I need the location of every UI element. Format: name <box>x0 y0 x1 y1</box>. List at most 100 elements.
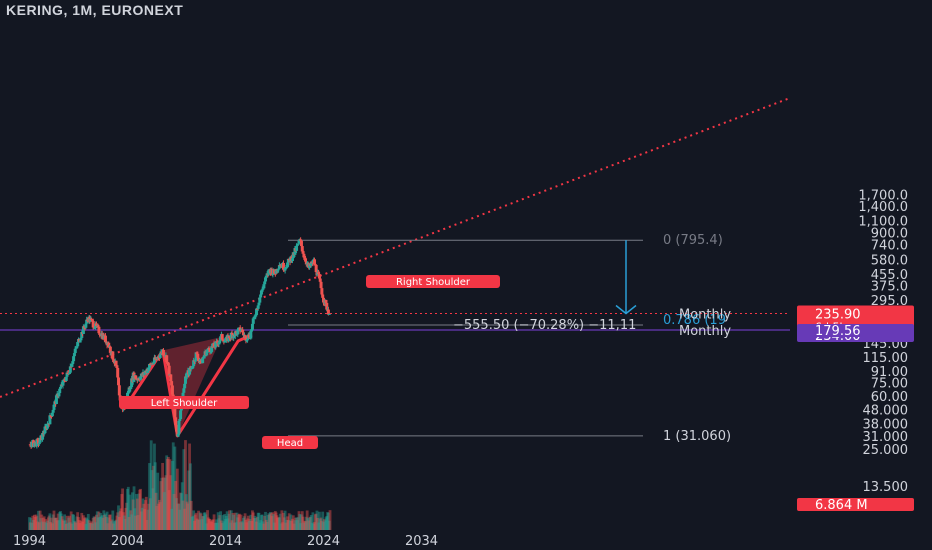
volume-bar <box>107 517 111 530</box>
candle-body <box>57 393 61 397</box>
right-shoulder-label-bg <box>366 275 500 288</box>
volume-bar <box>297 511 301 530</box>
volume-bar <box>215 522 219 530</box>
candle-body <box>220 334 224 340</box>
volume-bar <box>109 521 113 530</box>
volume-bar <box>43 521 47 530</box>
candle-body <box>188 368 192 375</box>
candle-body <box>286 258 290 263</box>
candle-body <box>250 329 254 331</box>
candle-body <box>155 358 159 360</box>
volume-bar <box>249 514 253 530</box>
volume-bar <box>280 510 284 530</box>
volume-bar <box>154 492 158 530</box>
volume-bar <box>66 522 70 530</box>
volume-bar <box>163 477 167 530</box>
volume-bar <box>318 518 322 530</box>
chart-title: KERING, 1M, EURONEXT <box>6 2 184 18</box>
volume-bar <box>207 518 211 530</box>
volume-bar <box>229 510 233 530</box>
candle-body <box>80 331 84 338</box>
candle-body <box>295 245 299 251</box>
volume-bar <box>99 512 102 530</box>
candle-body <box>185 372 189 378</box>
candle-body <box>107 342 111 348</box>
volume-bar <box>290 520 294 530</box>
volume-bar <box>220 520 223 530</box>
volume-bar <box>221 515 225 530</box>
candle-body <box>250 323 254 330</box>
volume-bar <box>209 520 213 530</box>
candle-body <box>68 366 72 373</box>
volume-bar <box>203 512 207 530</box>
volume-bar <box>164 475 168 530</box>
volume-bar <box>91 517 95 530</box>
volume-bar <box>157 499 161 530</box>
volume-bar <box>243 513 247 530</box>
volume-bar <box>125 502 129 530</box>
volume-bar <box>131 499 135 530</box>
volume-bar <box>168 459 172 530</box>
volume-tag: 6.864 M <box>815 498 868 513</box>
measure-label: −555.50 (−70.28%) −11,11 <box>453 318 636 333</box>
volume-bar <box>104 513 107 530</box>
candle-body <box>152 357 156 363</box>
candle-body <box>137 378 141 380</box>
candle-body <box>317 272 321 275</box>
volume-bar <box>49 522 53 530</box>
candle-body <box>117 385 121 396</box>
volume-bar <box>156 472 160 530</box>
volume-bar <box>95 511 99 530</box>
volume-bar <box>296 517 300 530</box>
right-shoulder-label: Right Shoulder <box>396 277 471 288</box>
candle-body <box>304 258 308 262</box>
volume-bar <box>274 512 278 530</box>
candle-body <box>210 346 214 352</box>
volume-bar <box>246 518 249 530</box>
candle-body <box>239 330 243 332</box>
volume-bar <box>166 459 169 530</box>
candle-body <box>90 319 94 322</box>
volume-bar <box>95 514 98 530</box>
candle-body <box>281 262 285 270</box>
candle-body <box>244 336 248 341</box>
candle-body <box>162 354 166 356</box>
volume-bar <box>103 514 107 530</box>
volume-bar <box>278 513 282 530</box>
y-tick-label: 580.0 <box>871 253 908 268</box>
candle-body <box>201 358 205 364</box>
volume-bar <box>151 488 155 530</box>
volume-bar <box>184 494 188 530</box>
candle-body <box>32 443 36 447</box>
candle-body <box>178 419 182 421</box>
volume-bar <box>228 510 231 530</box>
candle-body <box>295 244 299 246</box>
volume-bar <box>74 522 78 530</box>
volume-bar <box>86 513 90 530</box>
volume-bar <box>171 442 175 530</box>
volume-bar <box>263 515 267 530</box>
candle-body <box>251 318 255 324</box>
volume-bar <box>286 516 289 530</box>
volume-bar <box>28 517 31 530</box>
volume-bar <box>104 516 108 530</box>
volume-bar <box>206 517 210 530</box>
volume-bar <box>191 515 195 530</box>
volume-bar <box>138 489 142 530</box>
candle-body <box>36 439 40 445</box>
candle-body <box>243 335 247 337</box>
volume-bar <box>88 522 92 530</box>
volume-bar <box>187 470 191 530</box>
candle-body <box>139 376 143 380</box>
candle-body <box>221 339 225 341</box>
volume-bar <box>166 457 170 530</box>
volume-bar <box>268 514 271 530</box>
volume-bar <box>275 515 279 530</box>
volume-bar <box>39 518 43 530</box>
volume-bar <box>281 522 285 530</box>
candle-body <box>68 372 72 375</box>
candle-body <box>35 439 39 447</box>
volume-bar <box>314 513 318 530</box>
volume-bar <box>167 490 171 530</box>
